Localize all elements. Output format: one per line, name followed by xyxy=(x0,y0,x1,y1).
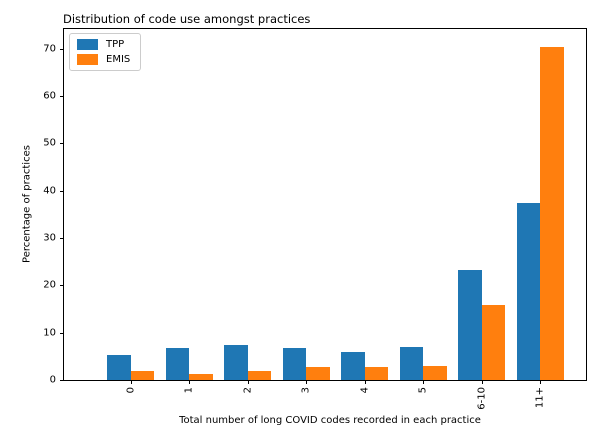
bar-tpp-5 xyxy=(399,346,424,380)
bar-tpp-4 xyxy=(341,352,365,380)
legend-entry-tpp: TPP xyxy=(77,39,130,50)
bar-emis-5 xyxy=(423,365,447,380)
x-tick-label: 6-10 xyxy=(476,387,488,410)
y-tick-mark xyxy=(60,96,64,98)
y-axis-label: Percentage of practices xyxy=(21,145,33,263)
bar-tpp-3 xyxy=(282,347,307,380)
x-tick-label: 5 xyxy=(417,387,429,394)
bar-tpp-11+ xyxy=(516,202,541,380)
bar-emis-2 xyxy=(247,371,272,380)
bar-emis-3 xyxy=(306,366,330,380)
x-tick-mark xyxy=(540,380,542,384)
x-tick-mark xyxy=(306,380,308,384)
x-axis-label: Total number of long COVID codes recorde… xyxy=(179,415,481,426)
bar-emis-1 xyxy=(189,373,213,380)
legend-swatch-icon xyxy=(77,39,98,50)
x-tick-mark xyxy=(189,380,191,384)
y-tick-label: 0 xyxy=(49,374,56,386)
bar-tpp-0 xyxy=(107,354,131,380)
y-tick-label: 10 xyxy=(43,327,56,339)
x-tick-label: 1 xyxy=(183,387,195,394)
y-tick-label: 50 xyxy=(43,137,56,149)
y-tick-mark xyxy=(60,238,64,240)
x-tick-label: 3 xyxy=(300,387,312,394)
chart-title: Distribution of code use amongst practic… xyxy=(63,12,311,26)
x-tick-mark xyxy=(423,380,425,384)
y-tick-label: 60 xyxy=(43,90,56,102)
legend-entry-emis: EMIS xyxy=(77,54,130,65)
y-tick-mark xyxy=(60,48,64,50)
y-tick-label: 70 xyxy=(43,43,56,55)
y-tick-mark xyxy=(60,190,64,192)
y-tick-label: 20 xyxy=(43,279,56,291)
x-tick-mark xyxy=(364,380,366,384)
y-tick-mark xyxy=(60,285,64,287)
legend-label: TPP xyxy=(106,39,125,50)
bar-emis-0 xyxy=(130,370,155,380)
x-tick-label: 0 xyxy=(125,387,137,394)
x-tick-mark xyxy=(481,380,483,384)
x-tick-label: 4 xyxy=(359,387,371,394)
y-tick-mark xyxy=(60,143,64,145)
x-tick-label: 2 xyxy=(242,387,254,394)
legend-label: EMIS xyxy=(106,54,131,65)
y-tick-mark xyxy=(60,380,64,381)
x-tick-mark xyxy=(130,380,132,384)
x-tick-label: 11+ xyxy=(534,387,546,409)
y-tick-label: 30 xyxy=(43,232,56,244)
legend: TPP EMIS xyxy=(69,33,142,71)
bar-tpp-1 xyxy=(165,347,190,380)
y-tick-mark xyxy=(60,332,64,334)
bar-emis-6-10 xyxy=(481,305,506,380)
x-tick-mark xyxy=(247,380,249,384)
bar-emis-11+ xyxy=(540,46,564,380)
y-tick-label: 40 xyxy=(43,185,56,197)
legend-swatch-icon xyxy=(77,54,98,65)
bar-tpp-2 xyxy=(224,345,248,380)
plot-area: 0 10 20 30 40 50 60 70 0 1 2 3 4 5 6-10 11+ TPP EMIS xyxy=(43,28,587,410)
bar-tpp-6-10 xyxy=(458,270,482,380)
bar-emis-4 xyxy=(364,367,389,380)
